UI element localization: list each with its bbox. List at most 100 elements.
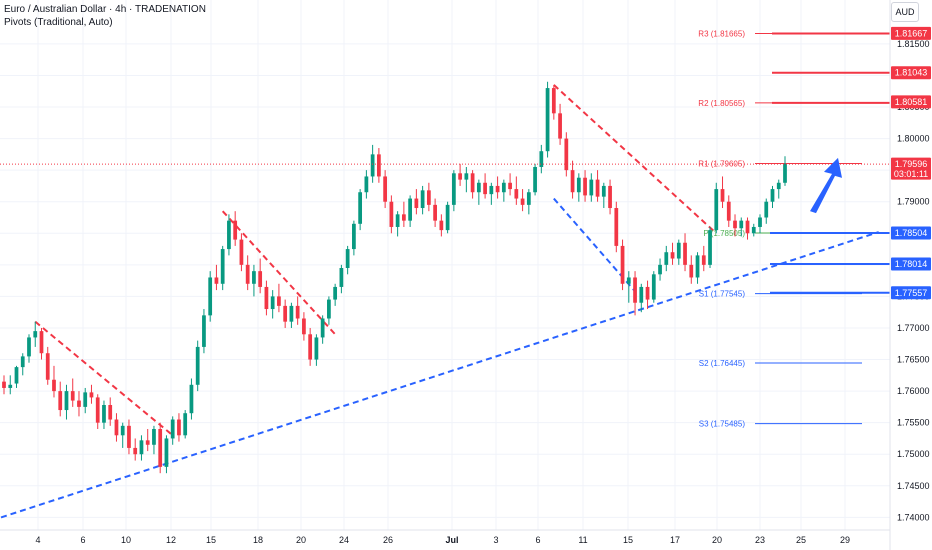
candle bbox=[108, 397, 113, 426]
price-label-bg bbox=[891, 286, 931, 300]
candle bbox=[302, 312, 306, 341]
candle-body bbox=[183, 413, 188, 436]
candle-body bbox=[120, 425, 125, 436]
candle-body bbox=[783, 163, 787, 183]
candle bbox=[714, 182, 719, 234]
candle-body bbox=[152, 428, 156, 445]
candle-body bbox=[439, 220, 444, 231]
candle bbox=[595, 170, 600, 202]
y-tick-label: 1.80000 bbox=[897, 134, 930, 144]
candle-body bbox=[664, 252, 669, 265]
candle-body bbox=[70, 391, 75, 401]
candle bbox=[526, 189, 531, 215]
candle-body bbox=[327, 299, 331, 319]
price-label-text: 1.79596 bbox=[895, 159, 928, 169]
candle bbox=[270, 290, 275, 319]
candle-body bbox=[758, 217, 762, 227]
candle bbox=[558, 103, 562, 145]
candle-body bbox=[345, 249, 350, 268]
candle bbox=[676, 239, 681, 265]
candle-body bbox=[626, 277, 631, 284]
pivot-label: S1 (1.77545) bbox=[699, 290, 746, 299]
candle-body bbox=[520, 198, 525, 205]
price-label-bg bbox=[891, 257, 931, 271]
y-tick-label: 1.79000 bbox=[897, 197, 930, 207]
candle-body bbox=[745, 220, 750, 234]
pivot-label: R3 (1.81665) bbox=[698, 29, 745, 38]
candle-body bbox=[233, 220, 238, 240]
countdown-text: 03:01:11 bbox=[894, 169, 928, 179]
candle-body bbox=[364, 176, 369, 193]
candle bbox=[433, 198, 437, 227]
candle bbox=[758, 214, 762, 234]
candle bbox=[420, 185, 425, 215]
candle bbox=[327, 296, 331, 325]
candle bbox=[439, 214, 444, 237]
price-label-text: 1.81667 bbox=[895, 28, 928, 38]
candle bbox=[133, 438, 138, 461]
pivot-label: R2 (1.80565) bbox=[698, 99, 745, 108]
candle-body bbox=[695, 255, 700, 278]
candle-body bbox=[64, 391, 69, 411]
y-tick-label: 1.81500 bbox=[897, 39, 930, 49]
candle bbox=[177, 413, 181, 442]
candle-body bbox=[570, 170, 575, 193]
x-tick-label: 15 bbox=[206, 535, 216, 545]
candle-body bbox=[158, 428, 163, 467]
candle bbox=[114, 413, 119, 442]
bullish-arrow bbox=[810, 157, 842, 214]
indicator-label[interactable]: Pivots (Traditional, Auto) bbox=[4, 17, 113, 28]
candle bbox=[89, 384, 94, 404]
candle bbox=[208, 271, 213, 322]
x-tick-label: 29 bbox=[840, 535, 850, 545]
price-label-bg bbox=[891, 95, 931, 109]
candle-body bbox=[320, 318, 325, 338]
candle bbox=[426, 182, 431, 212]
candle bbox=[564, 132, 569, 177]
rising-trendline-support bbox=[0, 231, 880, 519]
candle-body bbox=[39, 331, 44, 354]
candle-body bbox=[533, 166, 537, 193]
candle-body bbox=[264, 286, 269, 310]
candle-body bbox=[508, 182, 512, 190]
candle bbox=[8, 375, 13, 395]
candle bbox=[152, 425, 156, 455]
candle-body bbox=[127, 425, 131, 448]
price-label: 1.81043 bbox=[891, 66, 931, 80]
candle-body bbox=[133, 447, 138, 455]
candle-body bbox=[608, 185, 612, 209]
y-tick-label: 1.75500 bbox=[897, 418, 930, 428]
candle bbox=[239, 233, 244, 272]
candle bbox=[751, 223, 756, 237]
candle bbox=[77, 391, 81, 417]
candle-body bbox=[701, 255, 706, 265]
candle bbox=[289, 302, 294, 328]
y-tick-label: 1.74500 bbox=[897, 481, 930, 491]
x-tick-label: 20 bbox=[296, 535, 306, 545]
candle bbox=[601, 182, 606, 209]
currency-button[interactable]: AUD bbox=[891, 2, 919, 22]
candle-body bbox=[420, 190, 425, 209]
candle-body bbox=[464, 173, 469, 180]
time-axis[interactable]: 4 6 10 12 15 18 20 24 26 Jul 3 6 11 15 17 20 23 25 29 bbox=[35, 535, 850, 545]
candle-body bbox=[395, 214, 400, 227]
candle bbox=[639, 283, 644, 313]
x-tick-label: 11 bbox=[578, 535, 587, 545]
candle bbox=[333, 283, 338, 306]
candle-body bbox=[58, 391, 63, 411]
candle-body bbox=[433, 204, 437, 221]
candle bbox=[545, 81, 550, 158]
candle-body bbox=[733, 220, 737, 229]
candle bbox=[614, 201, 619, 253]
candle-body bbox=[551, 88, 556, 114]
candle bbox=[389, 195, 394, 234]
candle-body bbox=[377, 154, 381, 177]
candle bbox=[189, 378, 194, 420]
candle bbox=[745, 217, 750, 240]
candle bbox=[145, 428, 150, 452]
price-axis[interactable]: 1.74000 1.74500 1.75000 1.75500 1.76000 1.765… bbox=[897, 39, 930, 522]
candle bbox=[470, 170, 475, 199]
candle-body bbox=[89, 392, 94, 398]
